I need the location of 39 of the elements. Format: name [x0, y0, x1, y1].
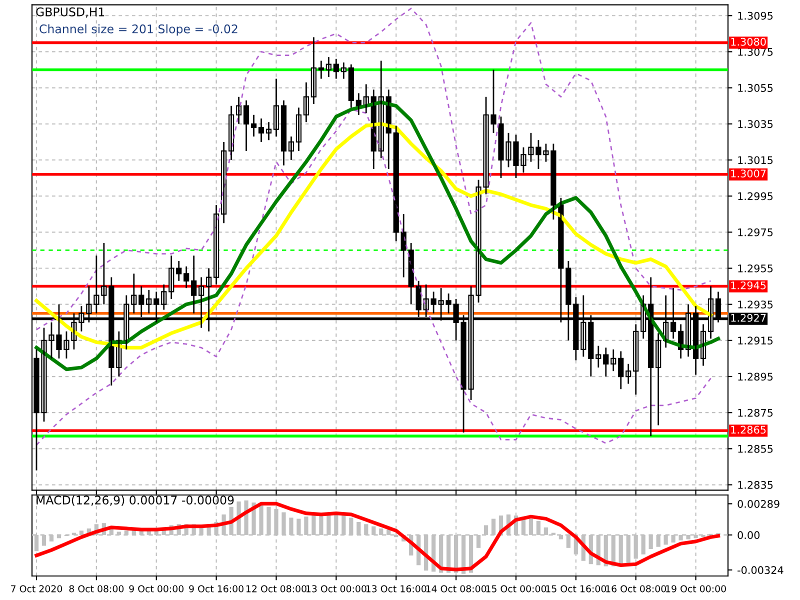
x-tick-label: 16 Oct 08:00: [606, 585, 666, 592]
y-tick-label: 1.2935: [738, 300, 773, 308]
y-tick-label: 1.2975: [738, 228, 773, 236]
x-tick-label: 13 Oct 16:00: [366, 585, 426, 592]
y-tick-label: 1.3055: [738, 84, 773, 92]
ref-line-label: 1.3080: [731, 38, 766, 46]
ref-line-label: 1.2927: [731, 314, 766, 322]
y-tick-label: 1.3095: [738, 12, 773, 20]
y-tick-label: 1.2955: [738, 264, 773, 272]
y-tick-label: 0.00289: [738, 500, 780, 508]
ref-line-label: 1.2945: [731, 281, 766, 290]
x-tick-label: 13 Oct 00:00: [306, 585, 366, 592]
y-tick-label: 1.2915: [738, 336, 773, 345]
y-tick-label: 1.2835: [738, 481, 773, 489]
y-tick-label: 1.3035: [738, 120, 773, 128]
ref-line-label: 1.3007: [731, 170, 766, 178]
text: Channel size = 201 Slope = -0.02: [40, 24, 238, 36]
x-tick-label: 9 Oct 00:00: [129, 585, 184, 592]
line-series: [36, 8, 712, 330]
y-tick-label: 1.2875: [738, 408, 773, 417]
y-tick-label: 0.00: [738, 531, 760, 540]
x-tick-label: 7 Oct 2020: [11, 585, 62, 592]
y-tick-label: 1.3015: [738, 156, 773, 164]
x-tick-label: 15 Oct 00:00: [486, 585, 546, 592]
x-tick-label: 8 Oct 08:00: [69, 585, 124, 592]
x-tick-label: 9 Oct 16:00: [189, 585, 244, 592]
y-tick-label: -0.00324: [738, 566, 784, 574]
ref-line-label: 1.2865: [731, 426, 766, 434]
x-tick-label: 19 Oct 00:00: [666, 585, 726, 592]
x-tick-label: 14 Oct 08:00: [426, 585, 486, 592]
line-series: [34, 122, 713, 350]
chart-title: GBPUSD,H1: [36, 7, 104, 18]
x-tick-label: 12 Oct 08:00: [246, 585, 306, 592]
y-tick-label: 1.2895: [738, 372, 773, 381]
x-tick-label: 15 Oct 16:00: [546, 585, 606, 592]
y-tick-label: 1.2995: [738, 192, 773, 200]
line-series: [36, 108, 712, 446]
y-tick-label: 1.2855: [738, 444, 773, 453]
chart-title: MACD(12,26,9) 0.00017 -0.00009: [36, 495, 234, 506]
